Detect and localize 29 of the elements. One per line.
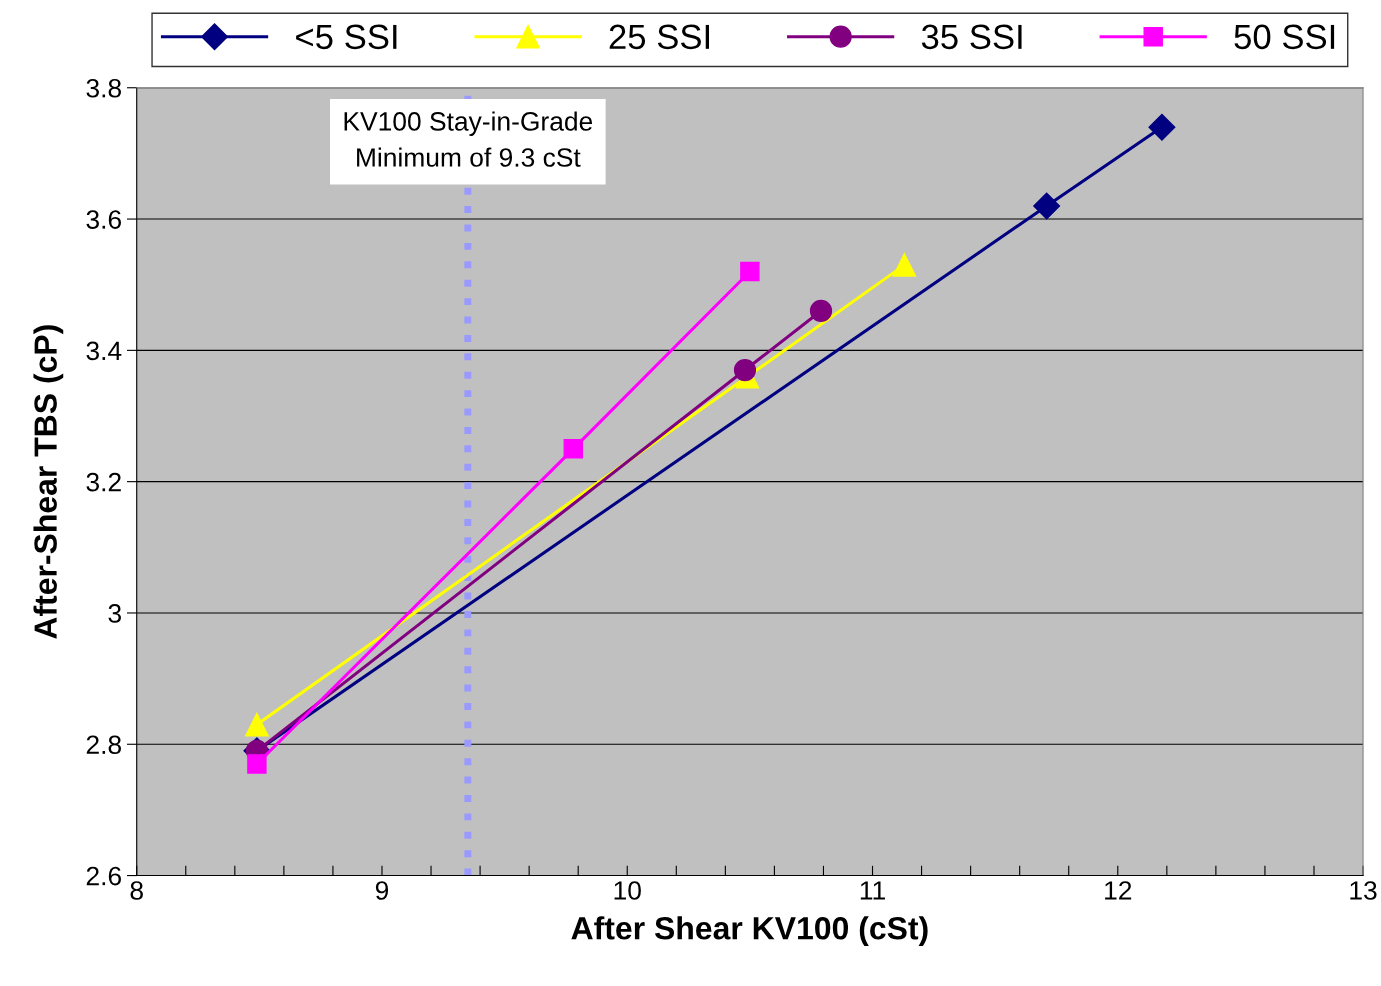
- y-tick-label: 3: [108, 604, 121, 623]
- legend-label: 25 SSI: [609, 24, 709, 50]
- point: [245, 712, 269, 737]
- point: [1033, 192, 1061, 220]
- x-tick-label: 9: [375, 881, 389, 900]
- y-tick-label: 2.8: [86, 735, 121, 755]
- point: [892, 253, 917, 277]
- legend-label: <5 SSI: [296, 24, 397, 50]
- point: [1148, 113, 1176, 141]
- x-axis-title: After Shear KV100 (cSt): [571, 916, 928, 946]
- y-tick-label: 3.2: [86, 472, 121, 492]
- point: [733, 358, 757, 382]
- y-tick-label: 2.6: [86, 866, 121, 886]
- x-tick-label: 11: [860, 881, 885, 900]
- legend-label: 50 SSI: [1234, 24, 1335, 50]
- x-tick-label: 10: [614, 881, 641, 900]
- y-axis-title: After-Shear TBS (cP): [33, 325, 64, 639]
- point: [247, 754, 267, 774]
- point: [740, 261, 760, 282]
- ref-line-label: KV100 Stay-in-Grade Minimum of 9.3 cSt: [344, 111, 593, 167]
- point: [809, 299, 833, 323]
- y-tick-label: 3.4: [86, 341, 122, 361]
- x-tick-label: 13: [1350, 881, 1377, 900]
- y-tick-label: 3.8: [86, 78, 121, 98]
- x-tick-label: 12: [1105, 881, 1132, 900]
- x-tick-label: 8: [130, 881, 143, 900]
- y-tick-label: 3.6: [86, 210, 121, 229]
- legend-label: 35 SSI: [921, 24, 1022, 50]
- point: [563, 439, 584, 459]
